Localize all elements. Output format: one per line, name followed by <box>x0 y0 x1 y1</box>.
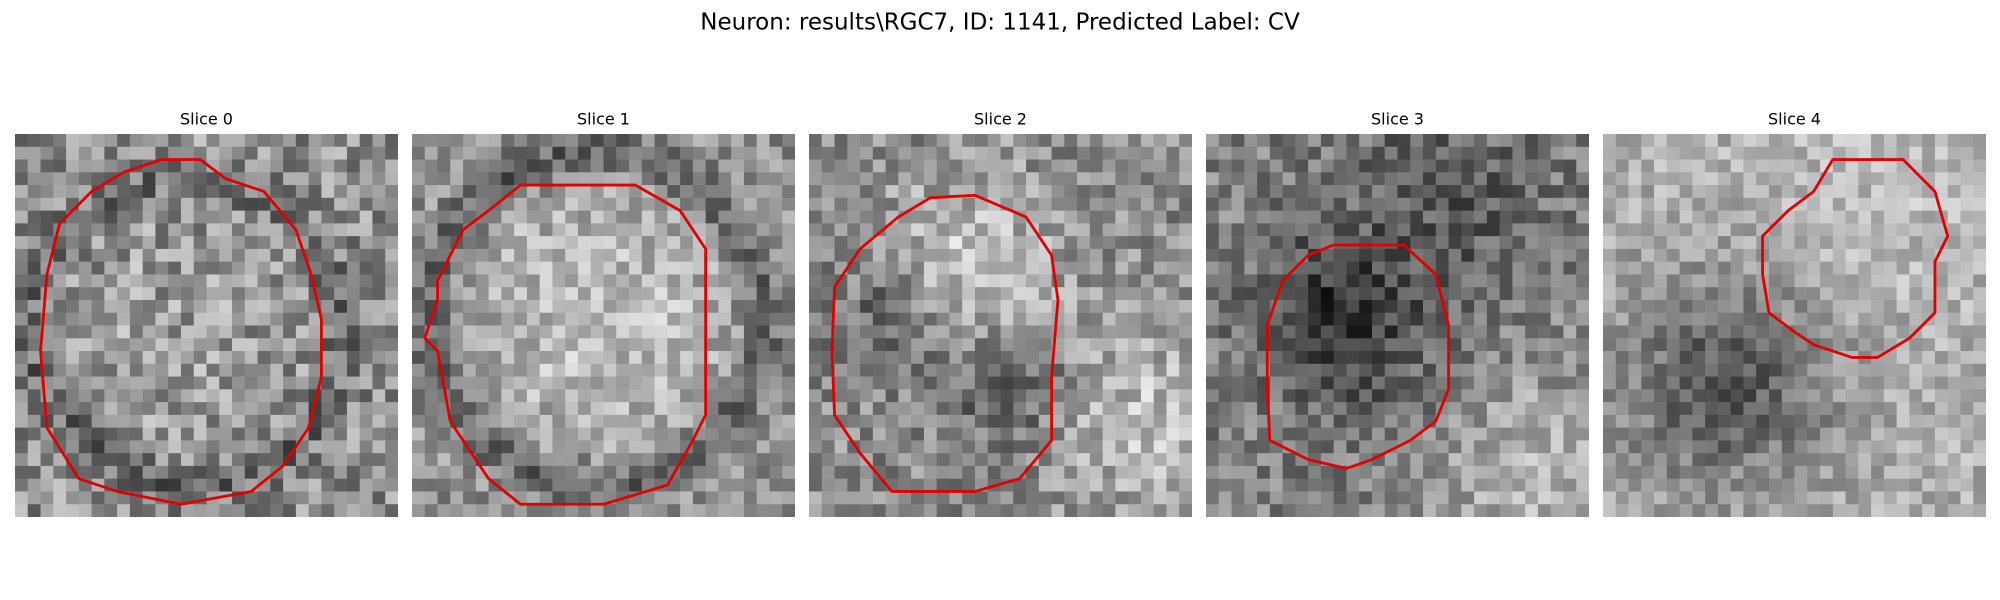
pixels <box>1603 134 1986 517</box>
figure-title: Neuron: results\RGC7, ID: 1141, Predicte… <box>700 10 1300 36</box>
roi-contour <box>39 158 323 506</box>
roi-contour <box>1761 158 1950 359</box>
pixels <box>412 134 795 517</box>
pixels <box>809 134 1192 517</box>
roi-contour <box>830 193 1060 493</box>
pixels <box>1206 134 1589 517</box>
slice-title: Slice 1 <box>577 110 630 129</box>
slice-title: Slice 3 <box>1371 110 1424 129</box>
panels: Slice 0 Slice 1 Slice 2 Slice 3 Slice 4 <box>15 110 1986 517</box>
slice-image <box>1206 134 1589 517</box>
slice-image <box>15 134 398 517</box>
roi-contour <box>1265 243 1450 470</box>
slice-image <box>809 134 1192 517</box>
roi-contour <box>423 183 708 506</box>
slice-image <box>412 134 795 517</box>
pixels <box>15 134 398 517</box>
slice-title: Slice 2 <box>974 110 1027 129</box>
slice-title: Slice 4 <box>1768 110 1821 129</box>
slice-title: Slice 0 <box>180 110 233 129</box>
slice-image <box>1603 134 1986 517</box>
